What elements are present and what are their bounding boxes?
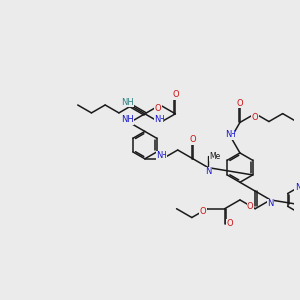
Text: N: N <box>225 130 231 139</box>
Text: O: O <box>200 207 206 216</box>
Text: NH: NH <box>121 98 134 106</box>
Text: O: O <box>155 104 161 113</box>
Text: H: H <box>160 152 166 160</box>
Text: N: N <box>154 115 160 124</box>
Text: N: N <box>156 152 163 160</box>
Text: O: O <box>247 202 253 211</box>
Text: O: O <box>172 90 179 99</box>
Text: N: N <box>205 167 211 176</box>
Text: O: O <box>237 99 243 108</box>
Text: Me: Me <box>209 152 221 161</box>
Text: N: N <box>267 199 274 208</box>
Text: O: O <box>190 135 196 144</box>
Text: O: O <box>226 219 233 228</box>
Text: O: O <box>252 113 259 122</box>
Text: N: N <box>296 183 300 192</box>
Text: NH: NH <box>121 115 134 124</box>
Text: H: H <box>229 130 235 139</box>
Text: H: H <box>158 115 164 124</box>
